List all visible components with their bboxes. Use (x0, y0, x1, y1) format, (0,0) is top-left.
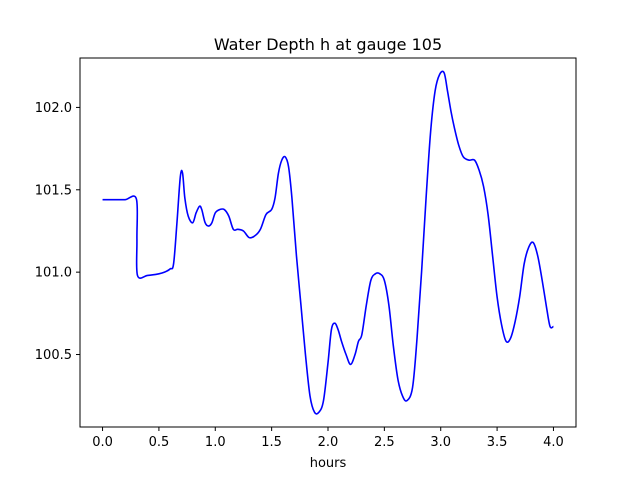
x-tick-label: 1.0 (205, 435, 226, 450)
chart-title: Water Depth h at gauge 105 (214, 35, 442, 54)
x-tick-label: 4.0 (543, 435, 564, 450)
x-tick-label: 3.0 (430, 435, 451, 450)
y-tick-label: 100.5 (35, 348, 72, 363)
y-axis: 100.5 101.0 101.5 102.0 (35, 101, 80, 363)
y-tick-label: 101.0 (35, 266, 72, 281)
x-tick-label: 0.5 (149, 435, 170, 450)
plot-area-frame (79, 57, 577, 428)
x-axis-label: hours (310, 456, 347, 471)
series-line (102, 70, 554, 415)
x-tick-label: 0.0 (92, 435, 113, 450)
x-tick-label: 2.0 (318, 435, 339, 450)
x-tick-label: 2.5 (374, 435, 395, 450)
x-tick-label: 3.5 (487, 435, 508, 450)
x-tick-label: 1.5 (261, 435, 282, 450)
y-tick-label: 101.5 (35, 183, 72, 198)
y-tick-label: 102.0 (35, 101, 72, 116)
x-axis: 0.0 0.5 1.0 1.5 2.0 2.5 3.0 3.5 4.0 (92, 427, 564, 450)
